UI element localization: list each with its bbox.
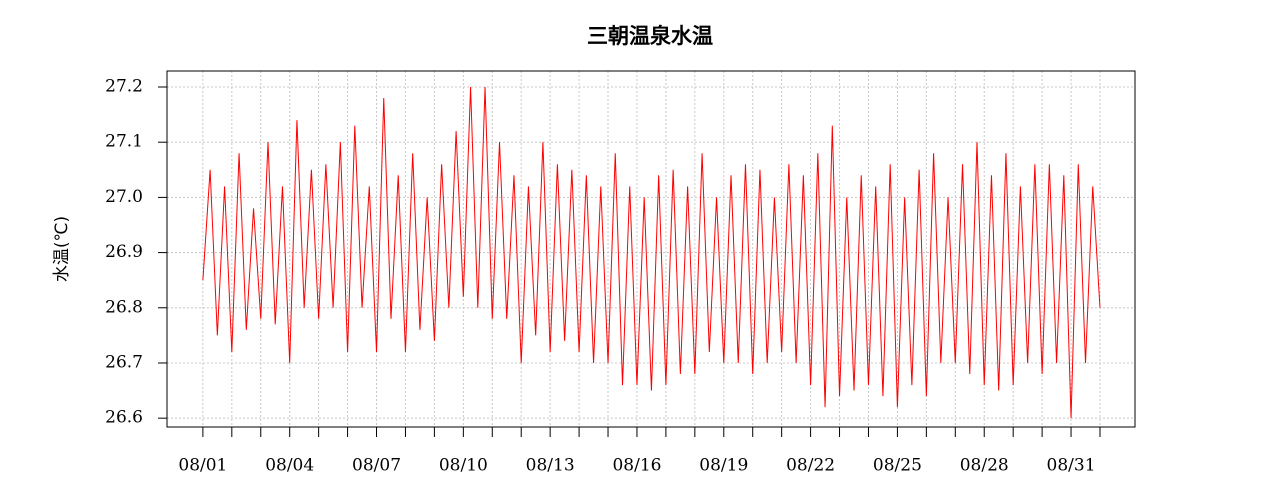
x-tick-label: 08/19 — [699, 456, 748, 476]
y-tick-label: 26.8 — [105, 297, 143, 317]
plot-frame — [166, 70, 1136, 428]
y-axis-label: 水温(℃) — [52, 216, 72, 282]
y-tick-label: 26.9 — [105, 242, 143, 262]
y-tick-label: 26.6 — [105, 408, 143, 428]
x-tick-label: 08/16 — [612, 456, 661, 476]
y-tick-label: 26.7 — [105, 352, 143, 372]
x-tick-label: 08/07 — [352, 456, 401, 476]
x-tick-label: 08/01 — [178, 456, 227, 476]
y-tick-label: 27.1 — [105, 132, 143, 152]
x-tick-label: 08/13 — [526, 456, 575, 476]
x-tick-label: 08/10 — [439, 456, 488, 476]
y-tick-label: 27.2 — [105, 77, 143, 97]
data-line — [202, 86, 1101, 419]
x-tick-label: 08/31 — [1047, 456, 1096, 476]
x-tick-label: 08/04 — [265, 456, 314, 476]
x-tick-label: 08/25 — [873, 456, 922, 476]
x-tick-label: 08/28 — [960, 456, 1009, 476]
x-tick-label: 08/22 — [786, 456, 835, 476]
chart-title: 三朝温泉水温 — [587, 24, 713, 48]
y-tick-label: 27.0 — [105, 187, 143, 207]
